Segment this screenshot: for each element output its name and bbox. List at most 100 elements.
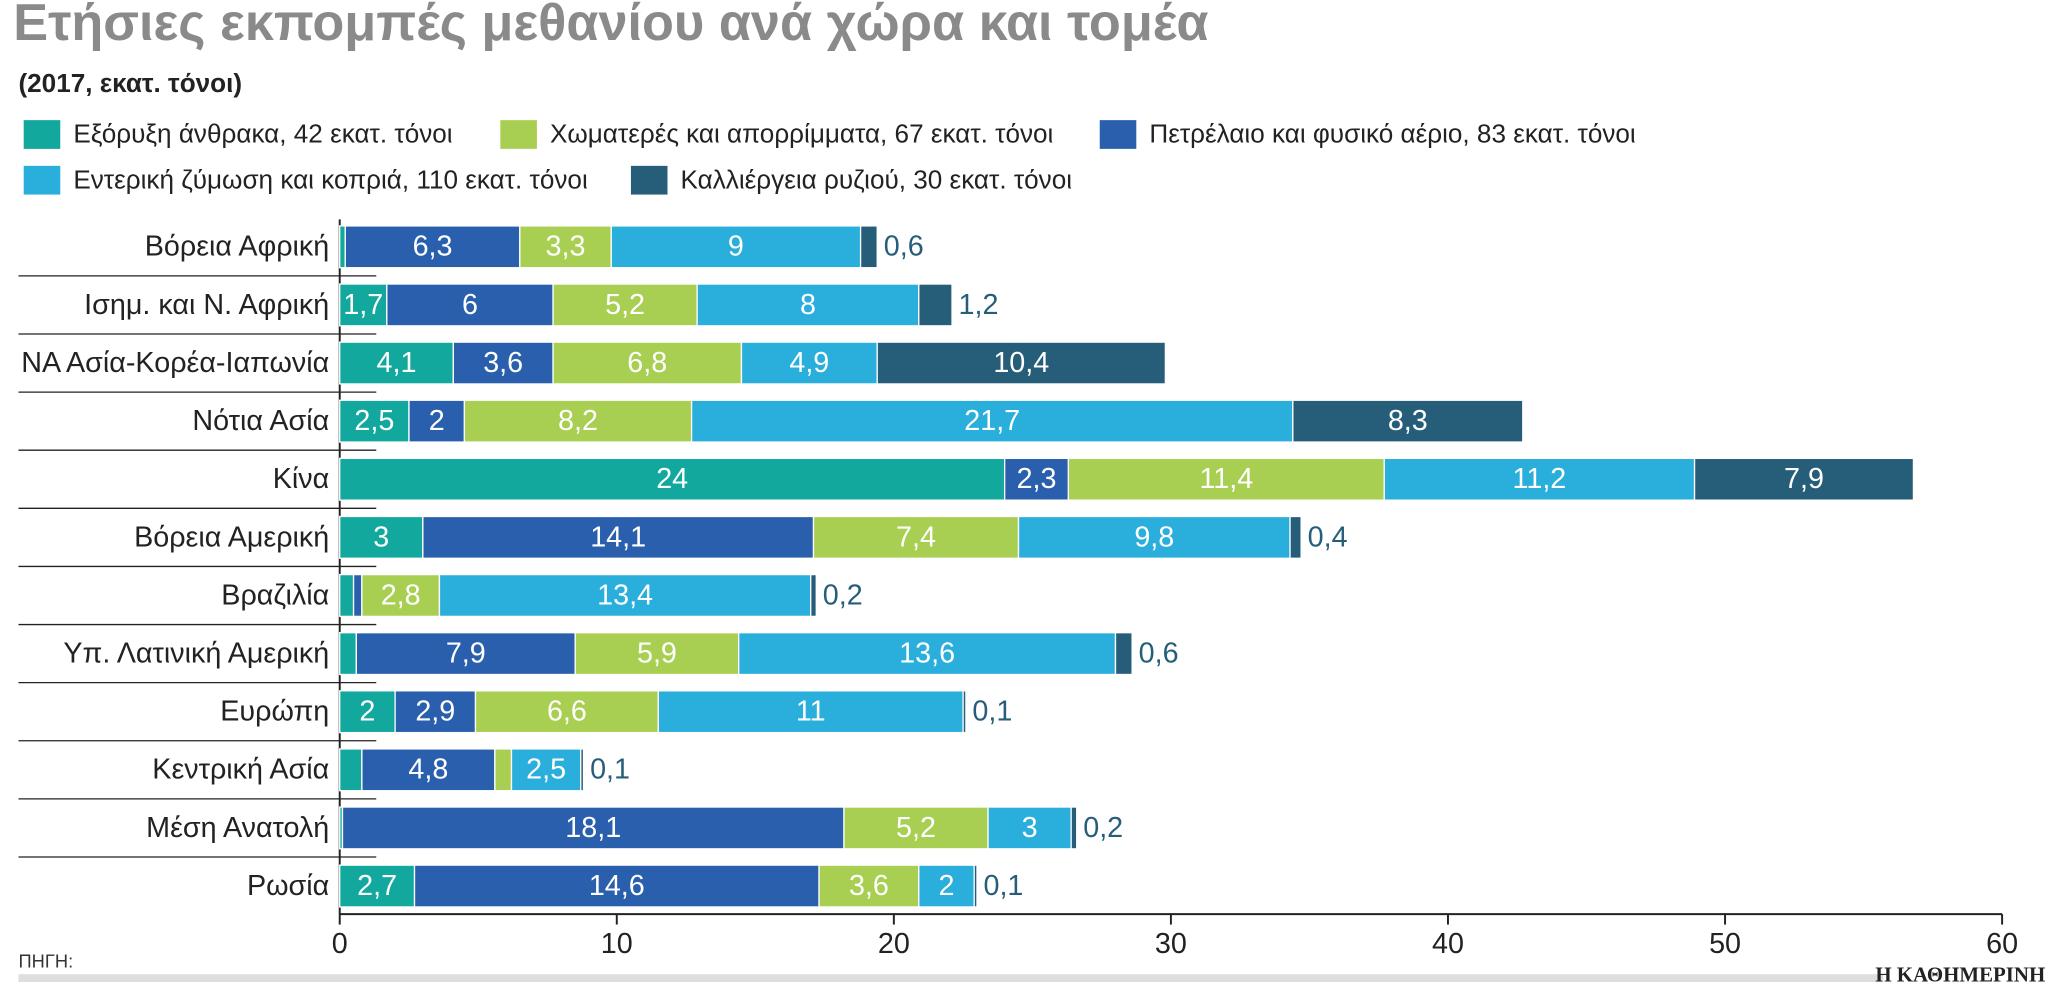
bar-segment — [339, 864, 416, 908]
bar-segment — [339, 573, 355, 618]
value-label: 1,7 — [343, 289, 383, 321]
value-label: 9,8 — [1134, 521, 1174, 553]
chart-title: Ετήσιες εκπομπές μεθανίου ανά χώρα και τ… — [13, 0, 1208, 52]
value-label: 6,3 — [413, 231, 453, 263]
value-label: 2,7 — [357, 870, 397, 902]
bar-segment — [610, 225, 862, 269]
value-label: 24 — [656, 463, 688, 495]
category-label: Ρωσία — [247, 870, 329, 902]
value-label: 0,1 — [590, 754, 630, 786]
value-label: 1,2 — [959, 289, 999, 321]
value-label: 0,2 — [1083, 812, 1123, 844]
footer-bar — [18, 974, 1884, 983]
bar-segment — [552, 341, 743, 385]
category-label: Κίνα — [273, 463, 330, 495]
bar-segment — [394, 690, 477, 734]
legend-swatch — [23, 120, 61, 149]
category-label: Βραζιλία — [221, 579, 329, 611]
value-label: 2,9 — [415, 696, 455, 728]
value-label: 4,8 — [408, 754, 448, 786]
bar-segment — [355, 632, 576, 676]
value-label: 3,3 — [546, 231, 586, 263]
bar-segment — [690, 399, 1294, 443]
bar-segment — [1114, 632, 1133, 676]
category-label: ΝΑ Ασία-Κορέα-Ιαπωνία — [21, 347, 329, 379]
chart-subtitle: (2017, εκατ. τόνοι) — [18, 68, 242, 98]
x-tick-label: 60 — [1986, 928, 2018, 960]
value-label: 0,6 — [884, 231, 924, 263]
bar-segment — [918, 283, 953, 327]
category-label: Ευρώπη — [220, 696, 329, 728]
value-label: 14,1 — [590, 521, 646, 553]
bar-segment — [463, 399, 693, 443]
bar-segment — [552, 283, 698, 327]
bar-segment — [339, 632, 357, 676]
value-label: 7,9 — [1784, 463, 1824, 495]
value-label: 13,6 — [899, 637, 955, 669]
bar-segment — [352, 573, 363, 618]
bar-segment — [740, 341, 878, 385]
bar-segment — [339, 515, 424, 559]
bar-segment — [1292, 399, 1524, 443]
x-tick-label: 0 — [332, 928, 348, 960]
value-label: 0,1 — [972, 696, 1012, 728]
value-label: 2 — [429, 405, 445, 437]
category-label: Μέση Ανατολή — [146, 812, 329, 844]
bar-segment — [339, 225, 346, 269]
legend-label: Εντερική ζύμωση και κοπριά, 110 εκατ. τό… — [73, 164, 588, 194]
bar-segment — [422, 515, 815, 559]
bar-segment — [918, 864, 975, 908]
value-label: 11,2 — [1513, 463, 1567, 495]
value-label: 21,7 — [964, 405, 1020, 437]
bar-segment — [1383, 457, 1696, 501]
value-label: 9 — [728, 231, 744, 263]
value-label: 3,6 — [849, 870, 889, 902]
value-label: 3 — [373, 521, 389, 553]
bar-segment — [859, 225, 878, 269]
legend-swatch — [500, 120, 537, 149]
bar-segment — [494, 748, 513, 792]
bar-segment — [341, 806, 845, 850]
value-label: 8,2 — [558, 405, 598, 437]
bar-segment — [408, 399, 466, 443]
value-label: 7,9 — [446, 637, 486, 669]
value-label: 3,6 — [483, 347, 523, 379]
publisher: Η ΚΑΘΗΜΕΡΙΝΗ — [1875, 963, 2045, 987]
value-label: 0,4 — [1308, 521, 1348, 553]
value-label: 4,9 — [789, 347, 829, 379]
value-label: 0,6 — [1139, 637, 1179, 669]
legend-label: Εξόρυξη άνθρακα, 42 εκατ. τόνοι — [73, 119, 452, 149]
bar-segment — [1693, 457, 1915, 501]
value-label: 14,6 — [589, 870, 645, 902]
bar-segment — [810, 573, 817, 618]
x-tick-label: 30 — [1155, 928, 1187, 960]
bar-segment — [438, 573, 812, 618]
category-label: Υπ. Λατινική Αμερική — [63, 637, 329, 669]
bar-segment — [339, 283, 388, 327]
value-label: 6,8 — [627, 347, 667, 379]
bar-segment — [696, 283, 920, 327]
category-label: Βόρεια Αφρική — [145, 231, 329, 263]
value-label: 13,4 — [597, 579, 653, 611]
bar-segment — [876, 341, 1167, 385]
source: ΠΗΓΗ: — [18, 950, 73, 971]
category-label: Κεντρική Ασία — [152, 754, 329, 786]
bar-segment — [580, 748, 585, 792]
value-label: 7,4 — [896, 521, 936, 553]
bar-segment — [973, 864, 978, 908]
value-label: 8 — [800, 289, 816, 321]
value-label: 2 — [359, 696, 375, 728]
value-label: 5,2 — [605, 289, 645, 321]
value-label: 2,5 — [354, 405, 394, 437]
bar-segment — [386, 283, 554, 327]
legend-swatch — [630, 165, 668, 195]
legend-label: Καλλιέργεια ρυζιού, 30 εκατ. τόνοι — [681, 164, 1073, 194]
value-label: 18,1 — [565, 812, 621, 844]
category-label: Βόρεια Αμερική — [134, 521, 329, 553]
value-label: 3 — [1022, 812, 1038, 844]
value-label: 11 — [796, 696, 826, 728]
value-label: 6,6 — [547, 696, 587, 728]
bar-segment — [339, 748, 363, 792]
x-tick-label: 20 — [878, 928, 910, 960]
